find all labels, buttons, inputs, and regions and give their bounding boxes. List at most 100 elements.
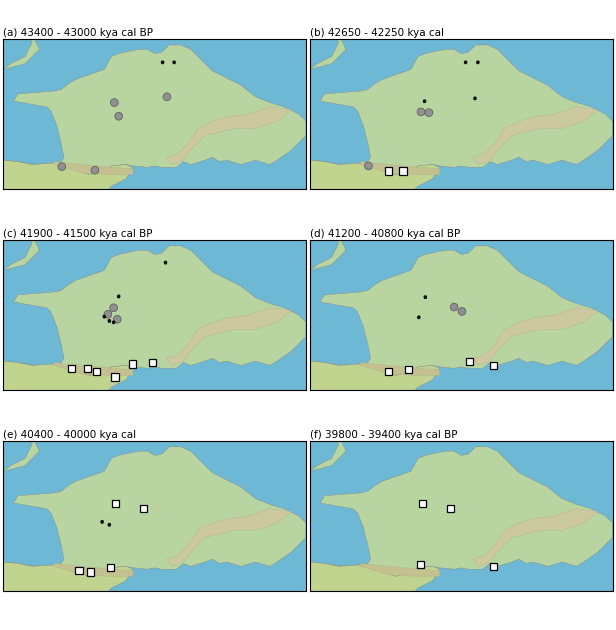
Polygon shape [54,563,133,576]
Text: (e) 40400 - 40000 kya cal: (e) 40400 - 40000 kya cal [4,430,137,440]
Polygon shape [253,160,440,273]
Polygon shape [473,107,598,164]
Polygon shape [0,188,47,270]
Bar [93,367,100,375]
Circle shape [425,109,433,117]
Circle shape [100,520,104,524]
Bar [149,359,156,366]
Polygon shape [303,389,354,471]
Polygon shape [0,562,133,630]
Text: (c) 41900 - 41500 kya cal BP: (c) 41900 - 41500 kya cal BP [4,229,153,239]
Polygon shape [166,107,291,164]
Circle shape [104,311,111,318]
Bar [447,505,454,512]
Circle shape [164,261,168,264]
Polygon shape [310,246,612,375]
Polygon shape [360,362,440,375]
Bar [385,168,392,175]
Circle shape [91,166,99,174]
Polygon shape [473,509,598,566]
FancyBboxPatch shape [474,99,476,100]
Circle shape [423,100,426,103]
Bar [84,365,91,372]
FancyBboxPatch shape [112,323,115,324]
Polygon shape [253,361,440,473]
Polygon shape [310,447,612,576]
FancyBboxPatch shape [423,101,426,103]
FancyBboxPatch shape [103,317,105,318]
FancyBboxPatch shape [173,62,176,64]
Circle shape [464,60,468,64]
Bar [490,563,497,570]
Bar [399,168,407,175]
Circle shape [458,307,466,315]
Polygon shape [166,509,291,566]
Polygon shape [360,563,440,576]
FancyBboxPatch shape [108,525,111,527]
Circle shape [110,99,118,106]
Bar [112,500,120,507]
Polygon shape [166,308,291,365]
Circle shape [450,303,458,311]
Polygon shape [0,389,47,471]
FancyBboxPatch shape [101,522,103,524]
Circle shape [423,295,427,299]
Circle shape [108,319,111,323]
FancyBboxPatch shape [424,297,427,299]
Circle shape [365,162,372,170]
Text: (f) 39800 - 39400 kya cal BP: (f) 39800 - 39400 kya cal BP [310,430,458,440]
Circle shape [172,60,176,64]
Polygon shape [54,362,133,375]
Text: (d) 41200 - 40800 kya cal BP: (d) 41200 - 40800 kya cal BP [310,229,460,239]
Bar [419,500,426,507]
Polygon shape [303,0,354,69]
Circle shape [161,60,164,64]
Polygon shape [0,361,133,473]
Polygon shape [310,45,612,175]
Bar [68,365,76,372]
Bar [466,358,473,365]
Polygon shape [360,162,440,175]
Bar [111,374,119,381]
Bar [405,366,412,374]
Bar [416,561,424,568]
Circle shape [112,321,115,324]
Polygon shape [0,0,47,69]
Polygon shape [4,45,306,175]
FancyBboxPatch shape [164,263,167,265]
FancyBboxPatch shape [108,321,111,323]
FancyBboxPatch shape [418,318,420,319]
Polygon shape [473,308,598,365]
Bar [87,568,94,576]
FancyBboxPatch shape [118,297,120,298]
FancyBboxPatch shape [161,62,164,64]
Circle shape [473,96,477,100]
Polygon shape [54,162,133,175]
Text: (b) 42650 - 42250 kya cal: (b) 42650 - 42250 kya cal [310,28,444,38]
Circle shape [113,316,121,323]
Polygon shape [4,447,306,576]
Circle shape [102,314,106,318]
Polygon shape [4,246,306,375]
FancyBboxPatch shape [464,62,467,64]
Circle shape [417,316,421,319]
Bar [140,505,147,512]
Circle shape [476,60,480,64]
Text: (a) 43400 - 43000 kya cal BP: (a) 43400 - 43000 kya cal BP [4,28,153,38]
Bar [76,567,83,575]
Circle shape [115,112,123,120]
Polygon shape [0,160,133,273]
Bar [107,564,115,571]
FancyBboxPatch shape [477,62,479,64]
Polygon shape [303,188,354,270]
Bar [490,362,497,369]
Circle shape [110,304,118,312]
Circle shape [417,108,425,116]
Polygon shape [253,562,440,630]
Circle shape [58,163,66,171]
Bar [129,360,136,367]
Circle shape [117,294,121,298]
Bar [385,367,392,375]
Circle shape [108,523,111,527]
Circle shape [163,93,171,101]
